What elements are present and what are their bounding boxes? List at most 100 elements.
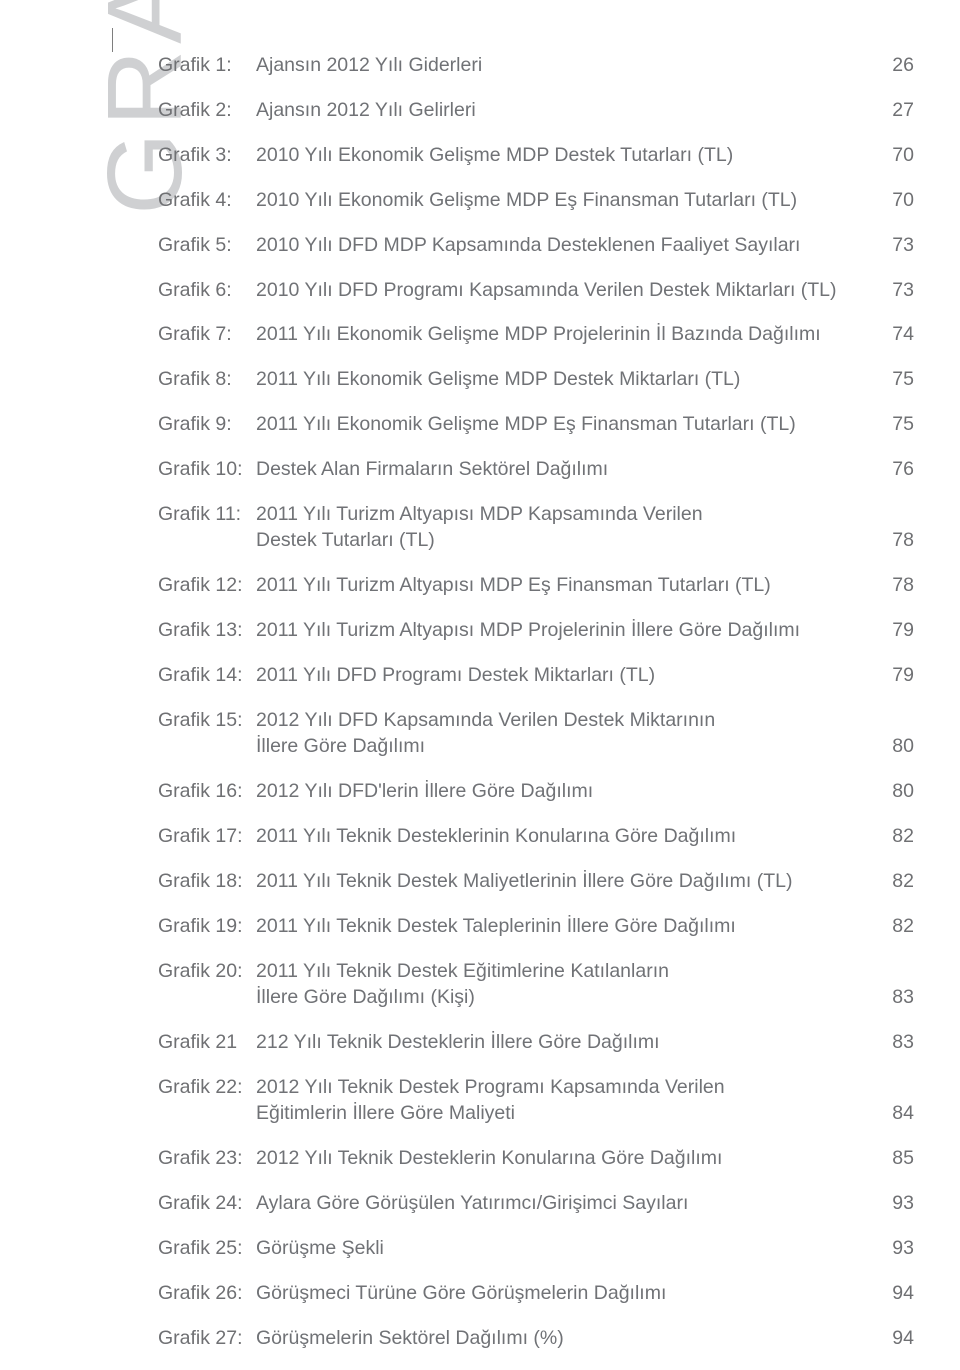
figure-label: Grafik 26: (158, 1280, 256, 1306)
figure-label: Grafik 11: (158, 501, 256, 527)
figure-title: Destek Alan Firmaların Sektörel Dağılımı (256, 456, 868, 482)
figure-label: Grafik 14: (158, 662, 256, 688)
figures-list-item: Grafik 6:2010 Yılı DFD Programı Kapsamın… (158, 277, 914, 303)
figure-title-line: Destek Tutarları (TL) (256, 527, 868, 553)
figure-title-line: İllere Göre Dağılımı (Kişi) (256, 984, 868, 1010)
figure-title-line: Ajansın 2012 Yılı Giderleri (256, 52, 868, 78)
figure-label: Grafik 3: (158, 142, 256, 168)
figure-label: Grafik 21 (158, 1029, 256, 1055)
figure-label: Grafik 5: (158, 232, 256, 258)
figure-title-line: Aylara Göre Görüşülen Yatırımcı/Girişimc… (256, 1190, 868, 1216)
figure-page-number: 75 (868, 366, 914, 392)
figure-title-line: 2011 Yılı Turizm Altyapısı MDP Projeleri… (256, 617, 868, 643)
figure-page-number: 85 (868, 1145, 914, 1171)
figures-list-item: Grafik 21212 Yılı Teknik Desteklerin İll… (158, 1029, 914, 1055)
figure-page-number: 78 (868, 572, 914, 598)
figure-label: Grafik 4: (158, 187, 256, 213)
figure-label: Grafik 16: (158, 778, 256, 804)
figure-title-line: 2011 Yılı Ekonomik Gelişme MDP Projeleri… (256, 321, 868, 347)
figure-title: Ajansın 2012 Yılı Giderleri (256, 52, 868, 78)
figures-list-item: Grafik 8:2011 Yılı Ekonomik Gelişme MDP … (158, 366, 914, 392)
figures-list-item: Grafik 22:2012 Yılı Teknik Destek Progra… (158, 1074, 914, 1127)
figure-title-line: 2011 Yılı Ekonomik Gelişme MDP Eş Finans… (256, 411, 868, 437)
figures-list-item: Grafik 25:Görüşme Şekli93 (158, 1235, 914, 1261)
figures-list-item: Grafik 24:Aylara Göre Görüşülen Yatırımc… (158, 1190, 914, 1216)
figure-page-number: 83 (868, 984, 914, 1010)
figures-list-item: Grafik 1:Ajansın 2012 Yılı Giderleri26 (158, 52, 914, 78)
figure-page-number: 26 (868, 52, 914, 78)
figure-title-line: 2011 Yılı DFD Programı Destek Miktarları… (256, 662, 868, 688)
figure-label: Grafik 7: (158, 321, 256, 347)
figure-title: 2011 Yılı DFD Programı Destek Miktarları… (256, 662, 868, 688)
figure-page-number: 79 (868, 617, 914, 643)
figure-page-number: 93 (868, 1190, 914, 1216)
figure-title-line: Eğitimlerin İllere Göre Maliyeti (256, 1100, 868, 1126)
figure-page-number: 82 (868, 868, 914, 894)
figure-page-number: 82 (868, 823, 914, 849)
figure-page-number: 70 (868, 142, 914, 168)
figure-title-line: 2011 Yılı Turizm Altyapısı MDP Kapsamınd… (256, 501, 868, 527)
figure-title: 2011 Yılı Turizm Altyapısı MDP Kapsamınd… (256, 501, 868, 554)
figure-title-line: 2012 Yılı Teknik Desteklerin Konularına … (256, 1145, 868, 1171)
figures-list-item: Grafik 11:2011 Yılı Turizm Altyapısı MDP… (158, 501, 914, 554)
figure-page-number: 79 (868, 662, 914, 688)
figure-title-line: 212 Yılı Teknik Desteklerin İllere Göre … (256, 1029, 868, 1055)
figure-label: Grafik 22: (158, 1074, 256, 1100)
figure-page-number: 74 (868, 321, 914, 347)
figure-page-number: 70 (868, 187, 914, 213)
figure-title-line: Görüşmeci Türüne Göre Görüşmelerin Dağıl… (256, 1280, 868, 1306)
figure-title: 2011 Yılı Ekonomik Gelişme MDP Projeleri… (256, 321, 868, 347)
figure-label: Grafik 12: (158, 572, 256, 598)
figure-label: Grafik 27: (158, 1325, 256, 1351)
figures-list-item: Grafik 23:2012 Yılı Teknik Desteklerin K… (158, 1145, 914, 1171)
figure-title-line: Destek Alan Firmaların Sektörel Dağılımı (256, 456, 868, 482)
figures-list-item: Grafik 3:2010 Yılı Ekonomik Gelişme MDP … (158, 142, 914, 168)
figure-title-line: 2011 Yılı Teknik Destek Maliyetlerinin İ… (256, 868, 868, 894)
figure-label: Grafik 17: (158, 823, 256, 849)
figure-title: 2010 Yılı DFD Programı Kapsamında Verile… (256, 277, 868, 303)
figures-list-item: Grafik 19:2011 Yılı Teknik Destek Talepl… (158, 913, 914, 939)
figure-title-line: 2010 Yılı DFD MDP Kapsamında Desteklenen… (256, 232, 868, 258)
figure-title-line: 2010 Yılı Ekonomik Gelişme MDP Eş Finans… (256, 187, 868, 213)
figure-title-line: İllere Göre Dağılımı (256, 733, 868, 759)
figure-title: 2012 Yılı DFD Kapsamında Verilen Destek … (256, 707, 868, 760)
figure-label: Grafik 18: (158, 868, 256, 894)
figure-page-number: 80 (868, 778, 914, 804)
figure-title-line: 2010 Yılı Ekonomik Gelişme MDP Destek Tu… (256, 142, 868, 168)
figure-title: 2011 Yılı Teknik Desteklerinin Konuların… (256, 823, 868, 849)
figure-title: Aylara Göre Görüşülen Yatırımcı/Girişimc… (256, 1190, 868, 1216)
figure-title-line: 2012 Yılı DFD'lerin İllere Göre Dağılımı (256, 778, 868, 804)
figure-title: 2011 Yılı Turizm Altyapısı MDP Eş Finans… (256, 572, 868, 598)
figure-title-line: 2010 Yılı DFD Programı Kapsamında Verile… (256, 277, 868, 303)
figure-label: Grafik 20: (158, 958, 256, 984)
figure-page-number: 80 (868, 733, 914, 759)
figure-title: Görüşme Şekli (256, 1235, 868, 1261)
figures-list-item: Grafik 14:2011 Yılı DFD Programı Destek … (158, 662, 914, 688)
figure-label: Grafik 1: (158, 52, 256, 78)
figure-title-line: 2011 Yılı Turizm Altyapısı MDP Eş Finans… (256, 572, 868, 598)
figure-page-number: 94 (868, 1325, 914, 1351)
figure-title: 2012 Yılı Teknik Destek Programı Kapsamı… (256, 1074, 868, 1127)
figure-title: 2011 Yılı Turizm Altyapısı MDP Projeleri… (256, 617, 868, 643)
figure-label: Grafik 10: (158, 456, 256, 482)
figure-page-number: 73 (868, 277, 914, 303)
figures-list-item: Grafik 12:2011 Yılı Turizm Altyapısı MDP… (158, 572, 914, 598)
figures-list-item: Grafik 15:2012 Yılı DFD Kapsamında Veril… (158, 707, 914, 760)
figures-list-item: Grafik 9:2011 Yılı Ekonomik Gelişme MDP … (158, 411, 914, 437)
figures-list-item: Grafik 7:2011 Yılı Ekonomik Gelişme MDP … (158, 321, 914, 347)
figure-title: 2010 Yılı Ekonomik Gelişme MDP Eş Finans… (256, 187, 868, 213)
figure-title-line: 2012 Yılı DFD Kapsamında Verilen Destek … (256, 707, 868, 733)
figure-title: 2011 Yılı Teknik Destek Taleplerinin İll… (256, 913, 868, 939)
figure-label: Grafik 24: (158, 1190, 256, 1216)
figures-list-item: Grafik 20:2011 Yılı Teknik Destek Eğitim… (158, 958, 914, 1011)
figures-list-item: Grafik 2:Ajansın 2012 Yılı Gelirleri27 (158, 97, 914, 123)
figures-list-item: Grafik 5:2010 Yılı DFD MDP Kapsamında De… (158, 232, 914, 258)
figures-list-item: Grafik 17:2011 Yılı Teknik Desteklerinin… (158, 823, 914, 849)
figure-title: 2012 Yılı DFD'lerin İllere Göre Dağılımı (256, 778, 868, 804)
figures-list-item: Grafik 26:Görüşmeci Türüne Göre Görüşmel… (158, 1280, 914, 1306)
figure-title-line: 2012 Yılı Teknik Destek Programı Kapsamı… (256, 1074, 868, 1100)
figure-title-line: 2011 Yılı Teknik Destek Eğitimlerine Kat… (256, 958, 868, 984)
figure-page-number: 84 (868, 1100, 914, 1126)
figure-label: Grafik 9: (158, 411, 256, 437)
figure-title: Görüşmeci Türüne Göre Görüşmelerin Dağıl… (256, 1280, 868, 1306)
